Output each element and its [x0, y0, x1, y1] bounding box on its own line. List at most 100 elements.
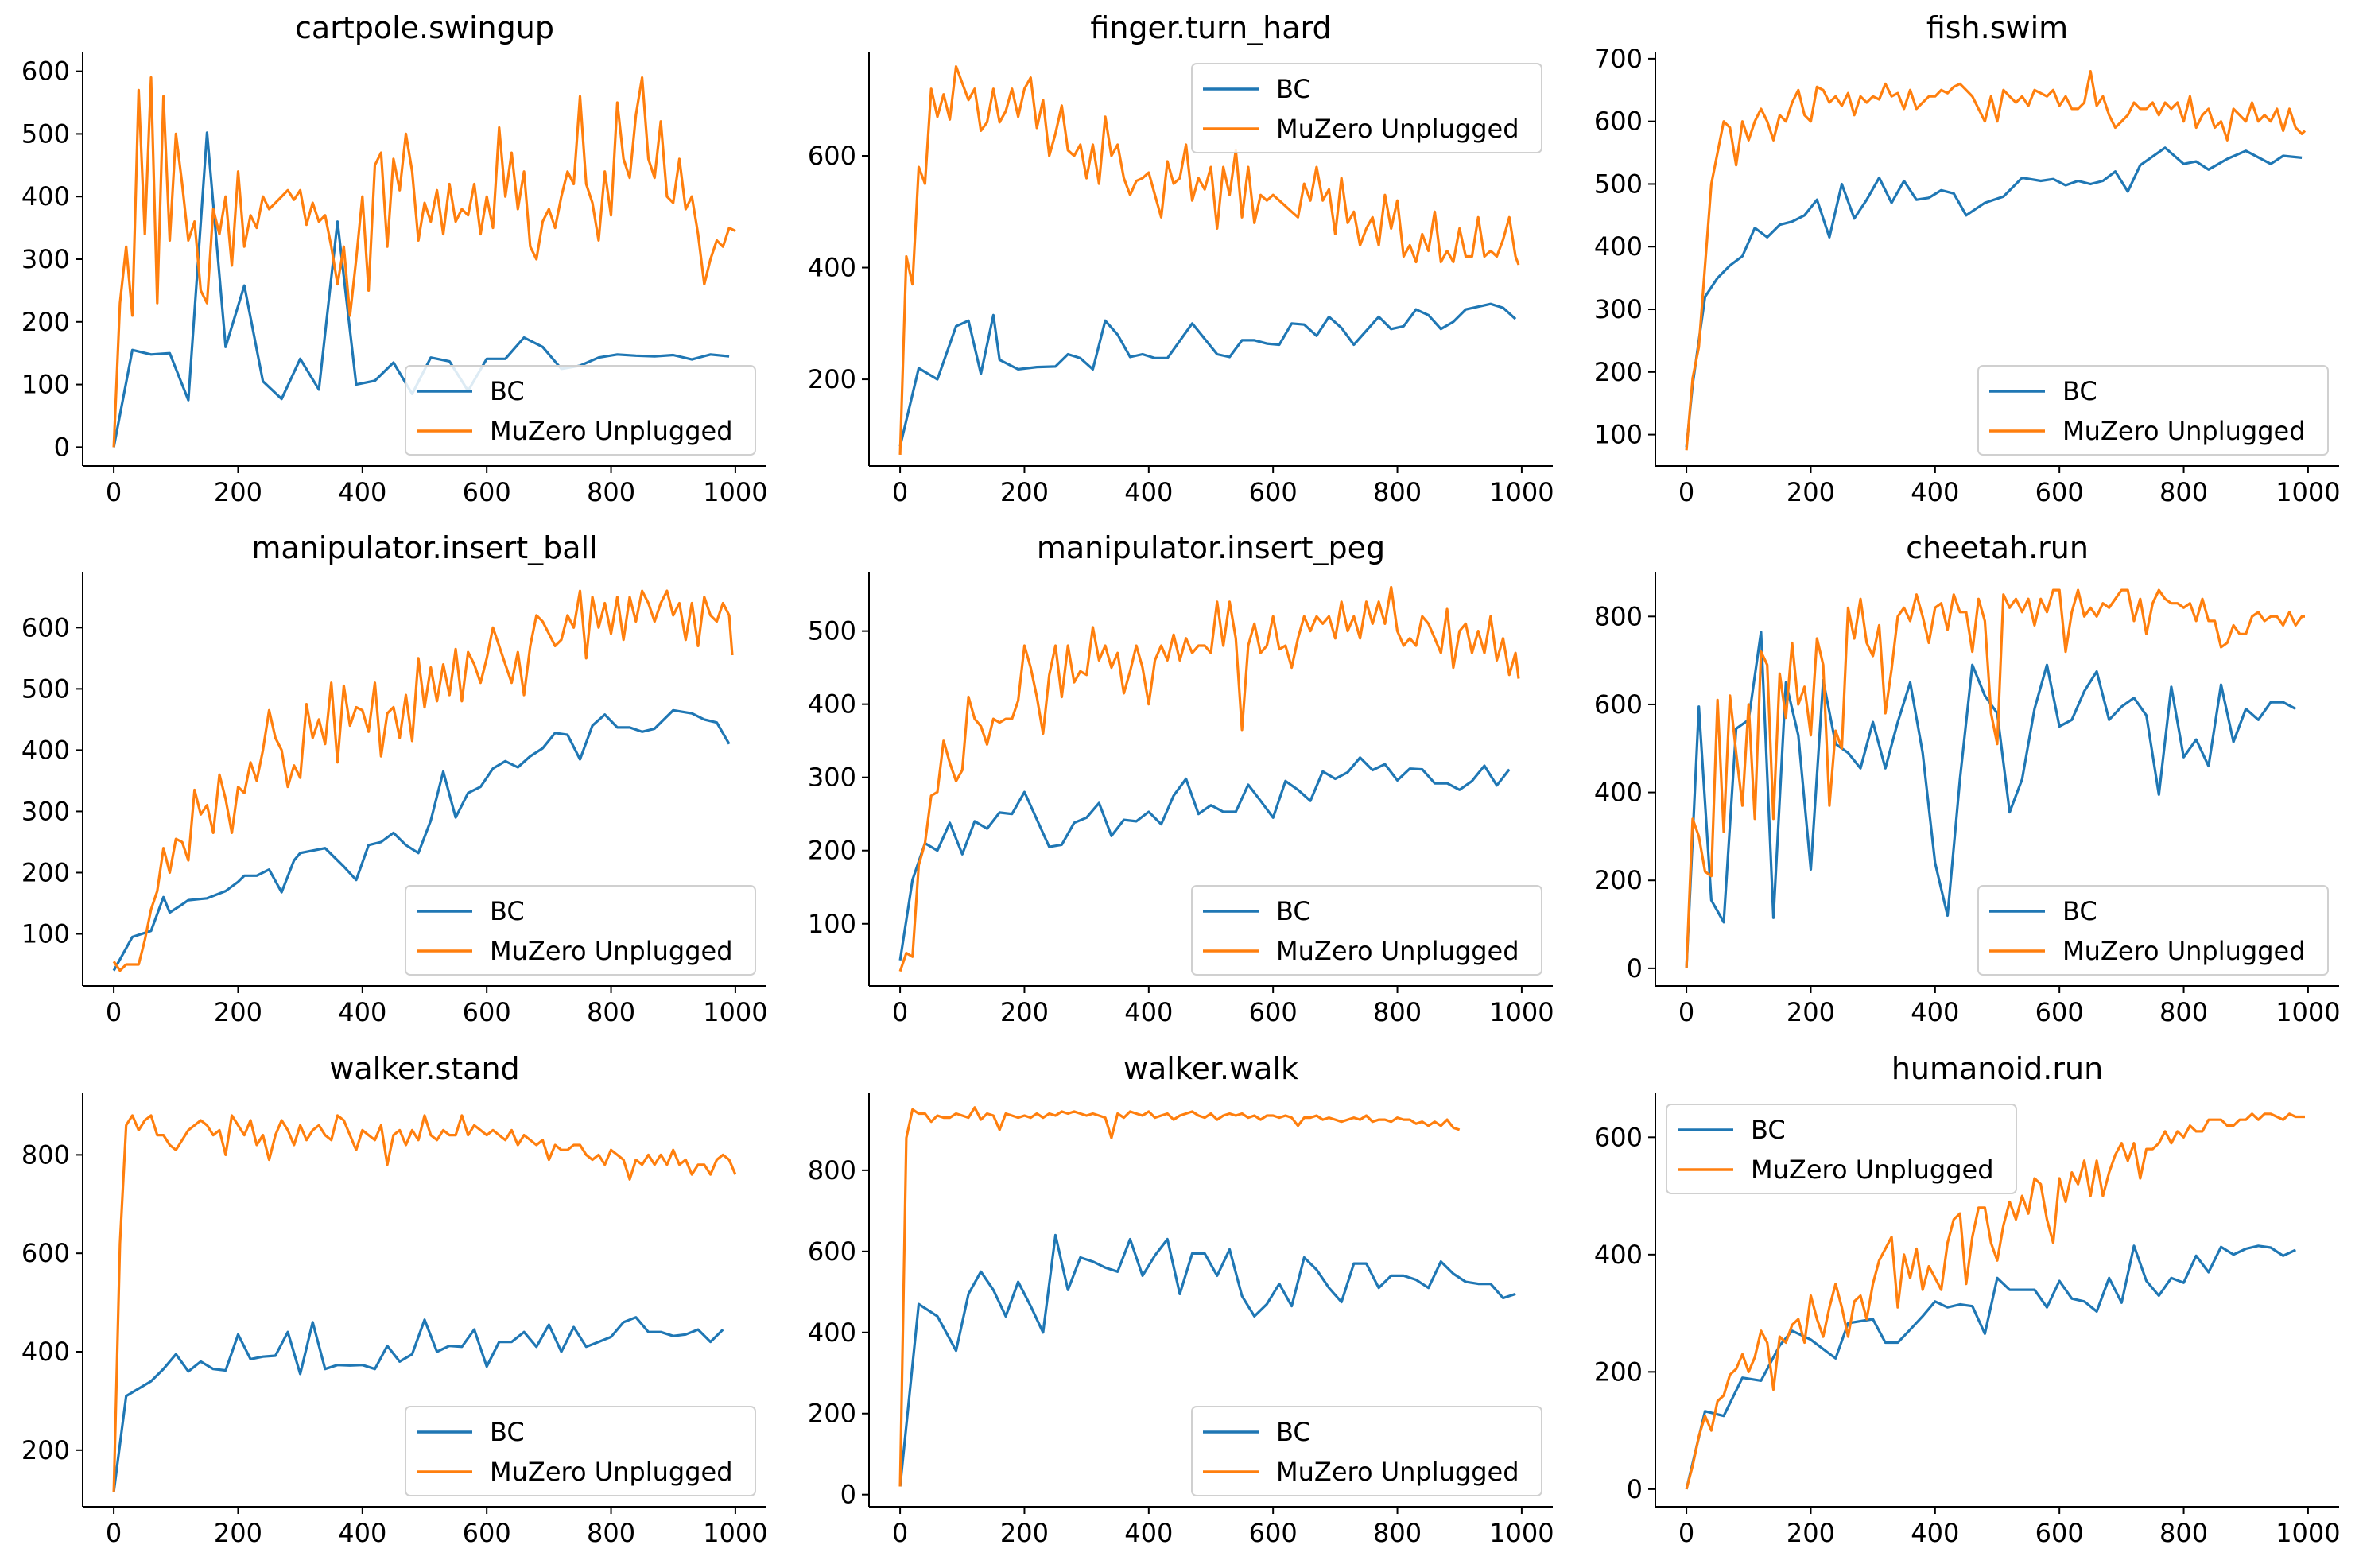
legend: BC MuZero Unplugged	[1191, 63, 1542, 153]
legend-label-bc: BC	[2062, 376, 2097, 406]
chart-finger-turn-hard: finger.turn_hard 0 200 400 600 800 1000 200 400 6…	[808, 10, 1554, 507]
x-tick-label: 600	[2035, 1518, 2084, 1548]
y-tick-label: 500	[808, 616, 856, 646]
legend: BC MuZero Unplugged	[405, 885, 756, 976]
y-tick-label: 200	[1594, 865, 1643, 895]
x-tick-label: 800	[1373, 1518, 1422, 1548]
y-tick-label: 600	[1594, 1122, 1643, 1152]
series-line-bc	[112, 1316, 724, 1492]
x-tick-label: 0	[1678, 477, 1694, 507]
y-tick-label: 0	[840, 1480, 856, 1510]
y-tick-label: 300	[1594, 294, 1643, 324]
x-tick-label: 600	[463, 1518, 511, 1548]
legend: BC MuZero Unplugged	[1191, 885, 1542, 976]
chart-cartpole-swingup: cartpole.swingup 0 200 400 600 800 1000 0 100 200…	[21, 10, 768, 507]
y-tick-label: 400	[808, 253, 856, 283]
y-tick-label: 600	[808, 1236, 856, 1267]
x-tick-label: 400	[1911, 1518, 1959, 1548]
x-tick-label: 0	[106, 1518, 122, 1548]
series-line-muzero-unplugged	[112, 76, 736, 448]
chart-humanoid-run: humanoid.run 0 200 400 600 800 1000 0 200 400 600 B…	[1594, 1051, 2341, 1548]
y-tick-label: 200	[808, 836, 856, 866]
y-tick-label: 600	[1594, 689, 1643, 720]
y-tick-label: 200	[1594, 357, 1643, 387]
x-tick-label: 1000	[703, 477, 767, 507]
legend-box	[405, 365, 756, 456]
x-tick-label: 1000	[1489, 477, 1554, 507]
x-tick-label: 1000	[2276, 1518, 2340, 1548]
legend-label-muzero-unplugged: MuZero Unplugged	[1276, 114, 1519, 144]
y-tick-label: 500	[21, 673, 70, 704]
series-line-muzero-unplugged	[898, 585, 1520, 972]
x-tick-label: 400	[1911, 477, 1959, 507]
x-tick-label: 600	[463, 477, 511, 507]
chart-manipulator-insert-ball: manipulator.insert_ball 0 200 400 600 800 1000…	[21, 530, 768, 1027]
x-tick-label: 600	[2035, 997, 2084, 1027]
y-tick-label: 400	[21, 735, 70, 765]
y-tick-label: 300	[21, 796, 70, 826]
y-tick-label: 400	[21, 181, 70, 212]
legend-label-bc: BC	[1751, 1115, 1786, 1145]
y-tick-label: 400	[1594, 1240, 1643, 1270]
y-tick-label: 300	[21, 244, 70, 274]
x-tick-label: 200	[1000, 477, 1049, 507]
y-tick-label: 100	[1594, 420, 1643, 450]
y-tick-label: 800	[808, 1155, 856, 1186]
y-tick-label: 300	[808, 763, 856, 793]
x-tick-label: 0	[892, 997, 908, 1027]
series-line-bc	[898, 302, 1517, 447]
x-tick-label: 600	[2035, 477, 2084, 507]
legend-box	[1191, 1406, 1542, 1496]
legend: BC MuZero Unplugged	[405, 365, 756, 456]
legend-label-bc: BC	[1276, 74, 1311, 104]
chart-fish-swim: fish.swim 0 200 400 600 800 1000 100 200 300 400 50…	[1594, 10, 2341, 507]
x-tick-label: 800	[1373, 477, 1422, 507]
x-tick-label: 600	[1249, 1518, 1298, 1548]
x-tick-label: 200	[1000, 997, 1049, 1027]
legend-label-bc: BC	[2062, 896, 2097, 926]
y-tick-label: 200	[21, 307, 70, 337]
y-tick-label: 400	[21, 1337, 70, 1367]
x-tick-label: 800	[2159, 997, 2208, 1027]
y-tick-label: 600	[21, 56, 70, 87]
legend-box	[1666, 1104, 2017, 1194]
legend-box	[1977, 885, 2329, 976]
x-tick-label: 800	[587, 997, 635, 1027]
chart-title: walker.walk	[1123, 1051, 1298, 1086]
y-tick-label: 400	[808, 689, 856, 720]
x-tick-label: 200	[1000, 1518, 1049, 1548]
x-tick-label: 400	[1124, 997, 1173, 1027]
legend-label-bc: BC	[490, 376, 525, 406]
chart-title: fish.swim	[1926, 10, 2068, 45]
legend: BC MuZero Unplugged	[1977, 885, 2329, 976]
y-tick-label: 200	[21, 1435, 70, 1465]
x-tick-label: 400	[338, 477, 386, 507]
y-tick-label: 200	[1594, 1356, 1643, 1387]
y-tick-label: 500	[1594, 169, 1643, 199]
y-tick-label: 200	[808, 1399, 856, 1429]
x-tick-label: 800	[2159, 477, 2208, 507]
y-tick-label: 800	[1594, 601, 1643, 631]
series-line-bc	[898, 756, 1511, 961]
series-line-bc	[1685, 146, 2303, 448]
series-line-muzero-unplugged	[112, 1114, 737, 1492]
legend: BC MuZero Unplugged	[405, 1406, 756, 1496]
legend: BC MuZero Unplugged	[1191, 1406, 1542, 1496]
chart-cheetah-run: cheetah.run 0 200 400 600 800 1000 0 200 400 600 80…	[1594, 530, 2341, 1027]
chart-title: humanoid.run	[1891, 1051, 2103, 1086]
x-tick-label: 800	[587, 1518, 635, 1548]
legend-label-bc: BC	[1276, 1417, 1311, 1447]
legend-label-bc: BC	[490, 896, 525, 926]
legend-label-muzero-unplugged: MuZero Unplugged	[1276, 1457, 1519, 1487]
x-tick-label: 1000	[2276, 997, 2340, 1027]
chart-title: manipulator.insert_ball	[251, 530, 597, 565]
series-line-muzero-unplugged	[1685, 1112, 2305, 1490]
y-tick-label: 400	[1594, 778, 1643, 808]
x-tick-label: 400	[1124, 477, 1173, 507]
legend-label-bc: BC	[490, 1417, 525, 1447]
y-tick-label: 800	[21, 1139, 70, 1170]
series-line-muzero-unplugged	[112, 589, 734, 972]
y-tick-label: 0	[1627, 1474, 1643, 1504]
